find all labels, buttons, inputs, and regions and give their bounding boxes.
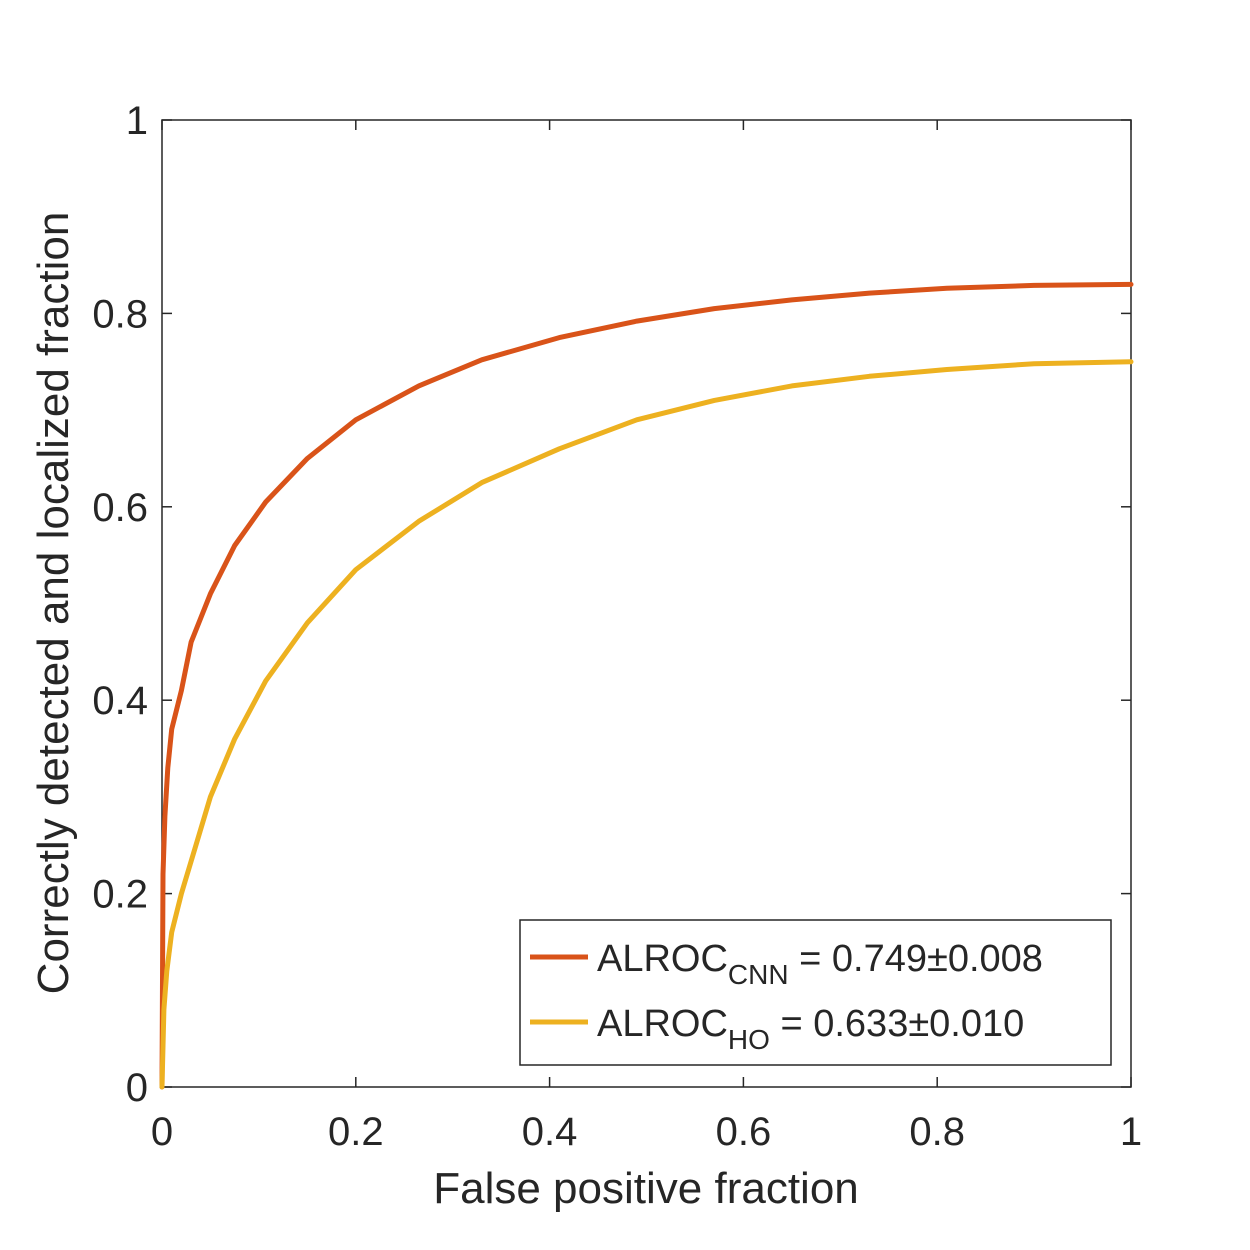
y-tick-label: 0.2 bbox=[92, 873, 148, 917]
legend-subscript: CNN bbox=[728, 959, 789, 990]
legend-entry: ALROCCNN = 0.749±0.008 bbox=[597, 938, 1043, 990]
y-axis-label: Correctly detected and localized fractio… bbox=[29, 212, 78, 995]
legend-entry: ALROCHO = 0.633±0.010 bbox=[597, 1003, 1024, 1055]
legend-value: = 0.749±0.008 bbox=[789, 938, 1043, 980]
x-tick-label: 0.8 bbox=[909, 1110, 965, 1154]
x-tick-label: 0 bbox=[151, 1110, 173, 1154]
x-tick-label: 1 bbox=[1120, 1110, 1142, 1154]
legend-main: ALROC bbox=[597, 1003, 728, 1045]
y-tick-label: 0.6 bbox=[92, 486, 148, 530]
y-tick-label: 0.4 bbox=[92, 679, 148, 723]
legend-main: ALROC bbox=[597, 938, 728, 980]
series-line-ho bbox=[159, 359, 1134, 1090]
y-tick-label: 1 bbox=[126, 99, 148, 143]
x-axis-label: False positive fraction bbox=[433, 1164, 859, 1213]
y-tick-label: 0 bbox=[126, 1066, 148, 1110]
y-tick-label: 0.8 bbox=[92, 292, 148, 336]
x-tick-label: 0.4 bbox=[522, 1110, 578, 1154]
series-line-cnn bbox=[159, 281, 1134, 1090]
series-layer bbox=[159, 281, 1134, 1090]
legend-subscript: HO bbox=[728, 1024, 770, 1055]
axis-ticks: 0 0.2 0.4 0.6 0.8 1 0 0.2 0.4 0.6 0.8 1 bbox=[92, 99, 1142, 1154]
legend-value: = 0.633±0.010 bbox=[770, 1003, 1024, 1045]
x-tick-label: 0.6 bbox=[716, 1110, 772, 1154]
legend-box bbox=[519, 919, 1112, 1066]
x-tick-label: 0.2 bbox=[328, 1110, 384, 1154]
